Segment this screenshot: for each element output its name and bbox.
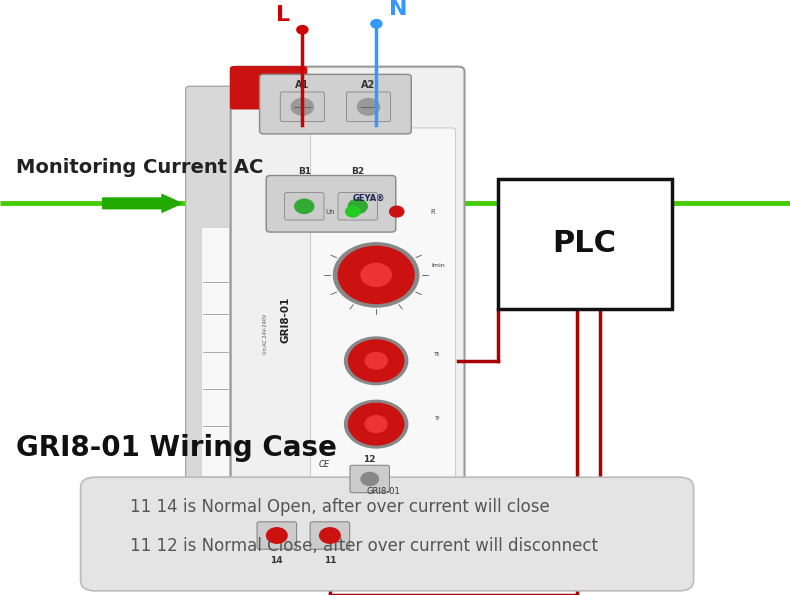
FancyBboxPatch shape — [350, 465, 389, 493]
Circle shape — [389, 206, 404, 217]
Circle shape — [333, 243, 419, 307]
Circle shape — [295, 199, 314, 214]
FancyBboxPatch shape — [231, 67, 465, 528]
Circle shape — [292, 98, 314, 115]
Circle shape — [371, 20, 382, 28]
FancyBboxPatch shape — [230, 66, 272, 109]
Text: 11: 11 — [324, 556, 337, 565]
Circle shape — [357, 98, 379, 115]
FancyBboxPatch shape — [338, 193, 378, 220]
Circle shape — [346, 206, 360, 217]
Bar — [201, 227, 229, 476]
Text: N: N — [389, 0, 408, 19]
Text: Monitoring Current AC: Monitoring Current AC — [16, 158, 263, 177]
Text: A2: A2 — [361, 80, 375, 90]
FancyBboxPatch shape — [310, 128, 456, 515]
Circle shape — [365, 352, 387, 369]
Circle shape — [266, 528, 287, 543]
FancyBboxPatch shape — [266, 176, 396, 232]
Text: R: R — [431, 209, 435, 215]
FancyBboxPatch shape — [310, 522, 350, 549]
Text: GRI8-01 Wiring Case: GRI8-01 Wiring Case — [16, 434, 337, 462]
FancyArrow shape — [103, 195, 182, 212]
FancyBboxPatch shape — [280, 92, 325, 122]
Circle shape — [348, 340, 404, 381]
FancyBboxPatch shape — [257, 522, 296, 549]
FancyBboxPatch shape — [284, 193, 324, 220]
Circle shape — [344, 337, 408, 384]
FancyBboxPatch shape — [231, 513, 271, 540]
Text: 11 12 is Normal Close, after over current will disconnect: 11 12 is Normal Close, after over curren… — [130, 537, 598, 555]
Circle shape — [338, 246, 414, 303]
FancyBboxPatch shape — [266, 513, 307, 540]
Text: CE: CE — [318, 461, 329, 469]
Text: 11 14 is Normal Open, after over current will close: 11 14 is Normal Open, after over current… — [130, 498, 550, 516]
FancyBboxPatch shape — [346, 92, 390, 122]
Text: Tt: Tt — [435, 352, 441, 358]
Text: Imin: Imin — [431, 264, 445, 268]
Text: 12: 12 — [363, 455, 376, 464]
FancyBboxPatch shape — [265, 66, 307, 109]
Text: Tr: Tr — [435, 416, 441, 421]
Circle shape — [361, 472, 378, 486]
Text: PLC: PLC — [552, 230, 617, 258]
Text: GEYA®: GEYA® — [353, 193, 386, 202]
Circle shape — [344, 400, 408, 448]
Text: B1: B1 — [298, 167, 310, 176]
Bar — [498, 178, 672, 309]
Circle shape — [297, 26, 308, 34]
Circle shape — [348, 199, 367, 214]
Text: Un: Un — [325, 209, 335, 215]
FancyBboxPatch shape — [186, 86, 249, 509]
Text: B2: B2 — [352, 167, 364, 176]
Text: 14: 14 — [270, 556, 283, 565]
Circle shape — [361, 264, 391, 286]
Circle shape — [320, 528, 340, 543]
FancyBboxPatch shape — [260, 74, 412, 134]
Text: GRI8-01: GRI8-01 — [366, 487, 400, 496]
Text: L: L — [276, 5, 290, 25]
Circle shape — [365, 416, 387, 433]
Text: GRI8-01: GRI8-01 — [280, 297, 291, 343]
Text: A1: A1 — [295, 80, 310, 90]
Text: Un:AC 24V-240V: Un:AC 24V-240V — [263, 314, 269, 354]
Circle shape — [348, 403, 404, 445]
FancyBboxPatch shape — [81, 477, 694, 591]
